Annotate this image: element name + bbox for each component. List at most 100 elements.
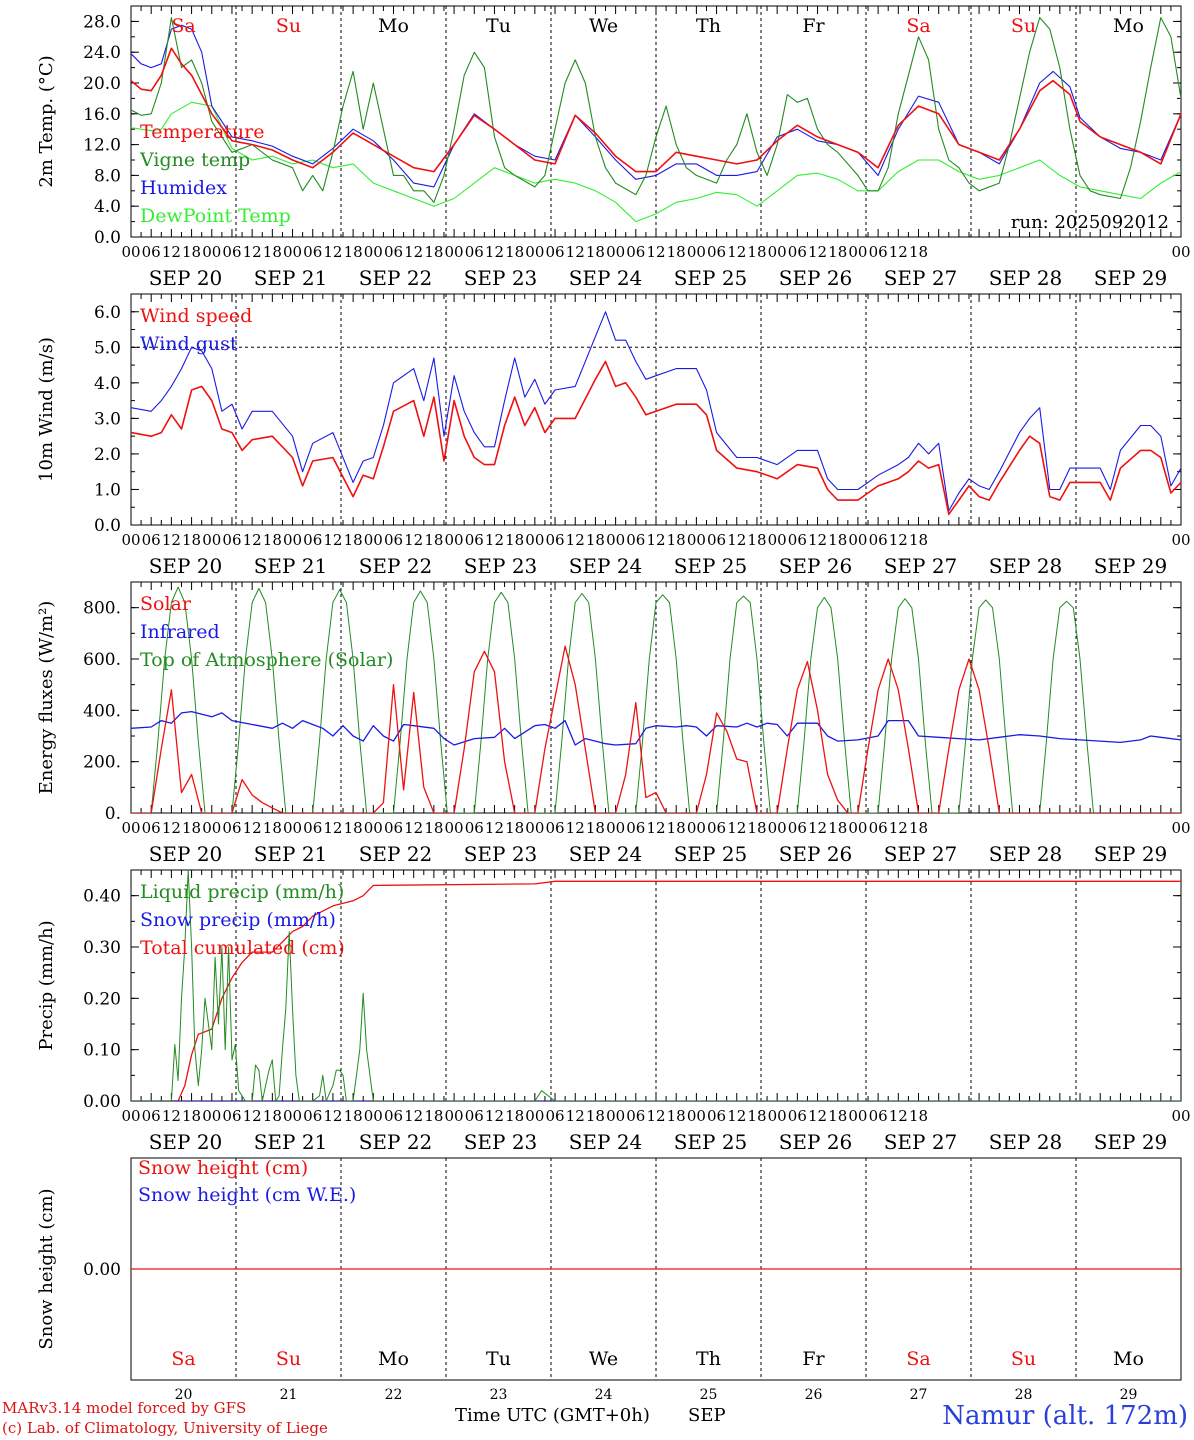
date-label: SEP 25	[674, 266, 748, 290]
y-axis-label: Snow height (cm)	[36, 1188, 57, 1349]
date-label: SEP 29	[1094, 1130, 1168, 1154]
y-tick-label: 28.0	[83, 12, 121, 32]
panel-wind: 0.0 1.0 2.0 3.0 4.0 5.0 6.0 10m Wind (m/s) Wind …	[36, 293, 1191, 578]
hour-tick-label: 06	[869, 819, 888, 837]
y-tick-label: 16.0	[83, 105, 121, 125]
hour-tick-label: 12	[243, 531, 262, 549]
hour-tick-label: 00	[283, 819, 302, 837]
panel-precip: 0.00 0.10 0.20 0.30 0.40 Precip (mm/h) Liquid …	[36, 869, 1191, 1154]
hour-tick-label: 06	[626, 1107, 645, 1125]
panel-snow: 0.00 Snow height (cm) Snow height (cm) Snow…	[36, 1157, 1182, 1403]
hour-tick-label: 00	[202, 531, 221, 549]
weekday-label: Tu	[486, 1348, 511, 1370]
y-tick-label: 12.0	[83, 136, 121, 156]
hour-tick-label: 18	[263, 819, 282, 837]
hour-tick-label: 00	[121, 243, 140, 261]
hour-tick-label: 12	[646, 1107, 665, 1125]
y-tick-label: 0.0	[94, 228, 121, 248]
hour-tick-label: 18	[424, 1107, 443, 1125]
panel-temp: 0.0 4.0 8.0 12.0 16.0 20.0 24.0 28.0 2m Temp. (°…	[36, 5, 1191, 290]
hour-tick-label: 06	[545, 243, 564, 261]
hour-tick-label: 06	[384, 819, 403, 837]
hour-tick-label: 06	[545, 819, 564, 837]
legend-entry: Snow height (cm)	[138, 1157, 308, 1179]
date-label: SEP 24	[569, 1130, 643, 1154]
weekday-label: We	[589, 1348, 618, 1370]
hour-tick-label: 12	[162, 819, 181, 837]
hour-tick-label: 00	[687, 531, 706, 549]
series-line-top-of-atmosphere-solar	[131, 586, 1181, 813]
hour-tick-label: 12	[485, 819, 504, 837]
hour-tick-label: 12	[566, 1107, 585, 1125]
date-label: SEP 27	[884, 266, 958, 290]
hour-tick-label: 00	[768, 1107, 787, 1125]
weekday-label: Tu	[486, 15, 511, 37]
date-label: SEP 25	[674, 1130, 748, 1154]
hour-tick-label: 06	[788, 1107, 807, 1125]
legend-entry: Snow height (cm W.E.)	[138, 1184, 356, 1206]
hour-tick-label: 18	[182, 1107, 201, 1125]
series-line-humidex	[131, 24, 1181, 188]
date-label: SEP 27	[884, 1130, 958, 1154]
weekday-label: Mo	[378, 15, 409, 37]
day-number-label: 26	[805, 1387, 823, 1403]
hour-tick-label: 00	[687, 1107, 706, 1125]
hour-tick-label: 18	[586, 819, 605, 837]
date-label: SEP 28	[989, 554, 1063, 578]
panel-flux: 0. 200. 400. 600. 800. Energy fluxes (W/m²) So…	[36, 581, 1191, 866]
hour-tick-label: 12	[646, 819, 665, 837]
series-line-dewpoint-temp	[131, 101, 1181, 223]
y-tick-label: 8.0	[94, 166, 121, 186]
date-label: SEP 21	[254, 842, 328, 866]
y-tick-label: 0.20	[83, 989, 121, 1009]
hour-tick-label: 00	[445, 819, 464, 837]
hour-tick-label: 12	[323, 531, 342, 549]
hour-tick-label: 18	[505, 243, 524, 261]
hour-tick-label: 18	[586, 531, 605, 549]
date-label: SEP 23	[464, 1130, 538, 1154]
hour-tick-label: 12	[323, 1107, 342, 1125]
hour-tick-label: 06	[869, 531, 888, 549]
y-tick-label: 0.10	[83, 1041, 121, 1061]
hour-tick-label: 18	[263, 531, 282, 549]
hour-tick-label: 18	[424, 819, 443, 837]
series-line-liquid-precip-mm-h	[131, 870, 1181, 1101]
day-number-label: 24	[595, 1387, 613, 1403]
hour-tick-label: 18	[344, 1107, 363, 1125]
hour-tick-label: 12	[404, 243, 423, 261]
hour-tick-label: 18	[182, 531, 201, 549]
hour-tick-label: 12	[889, 819, 908, 837]
hour-tick-label: 00	[768, 531, 787, 549]
hour-tick-label: 00	[606, 531, 625, 549]
hour-tick-label: 06	[707, 531, 726, 549]
legend-entry: Snow precip (mm/h)	[140, 909, 336, 931]
legend-entry: Temperature	[140, 121, 264, 143]
day-number-label: 25	[700, 1387, 718, 1403]
hour-tick-label: 00	[525, 819, 544, 837]
hour-tick-label: 12	[404, 819, 423, 837]
hour-tick-label: 06	[545, 1107, 564, 1125]
date-label: SEP 22	[359, 554, 433, 578]
hour-tick-label: 06	[222, 243, 241, 261]
hour-tick-label: 18	[828, 1107, 847, 1125]
day-number-label: 20	[175, 1387, 193, 1403]
legend-entry: Wind gust	[140, 333, 238, 355]
hour-tick-label: 12	[808, 1107, 827, 1125]
hour-tick-label: 12	[727, 531, 746, 549]
legend-entry: Solar	[140, 593, 192, 615]
date-label: SEP 29	[1094, 842, 1168, 866]
hour-tick-label: 06	[222, 819, 241, 837]
hour-tick-label: 00	[202, 1107, 221, 1125]
weekday-label: Fr	[802, 15, 825, 37]
hour-tick-label: 06	[465, 531, 484, 549]
y-tick-label: 200.	[83, 753, 121, 773]
hour-tick-label: 12	[727, 1107, 746, 1125]
date-label: SEP 24	[569, 554, 643, 578]
weekday-label: Su	[276, 15, 301, 37]
series-line-wind-gust	[131, 311, 1181, 512]
y-axis-label: Precip (mm/h)	[36, 920, 57, 1050]
date-label: SEP 28	[989, 1130, 1063, 1154]
hour-tick-label: 12	[646, 243, 665, 261]
date-label: SEP 29	[1094, 554, 1168, 578]
hour-tick-label: 18	[828, 819, 847, 837]
